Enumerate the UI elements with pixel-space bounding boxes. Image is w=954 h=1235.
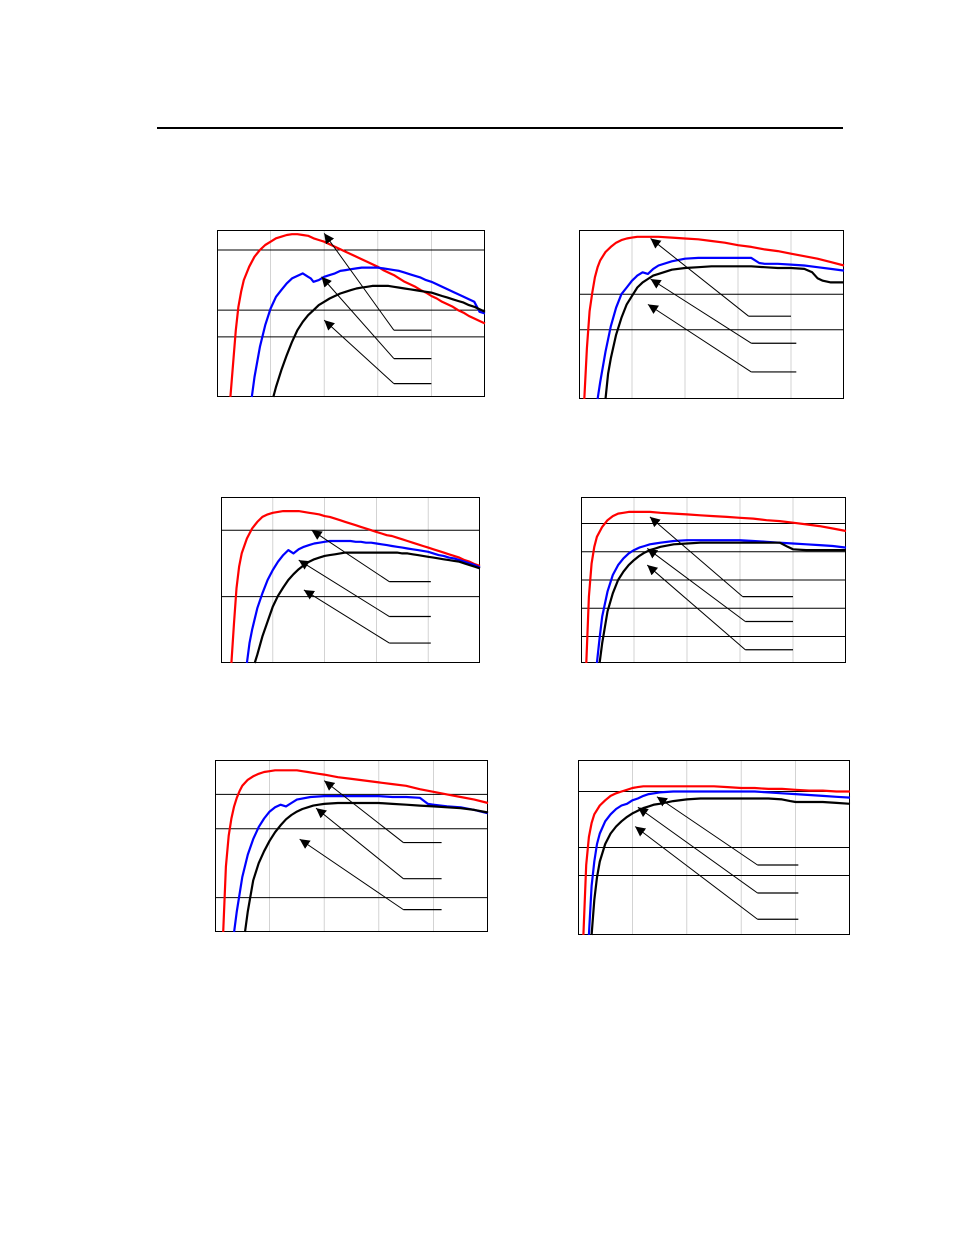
annotation-arrow-3 [303,589,390,644]
annotation-arrow-3 [323,319,395,385]
annotation-arrow-2 [321,276,395,359]
series-line-3 [272,284,486,398]
series-line-2 [245,539,481,664]
annotation-arrow-1 [649,516,743,597]
annotation-arrow-2 [315,807,404,880]
plot-frame [578,760,850,935]
annotation-arrow-3 [646,564,746,651]
annotation-arrow-3 [299,838,404,911]
annotation-arrow-2 [646,548,746,622]
annotation-arrow-3 [634,826,758,920]
annotation-arrow-1 [656,796,758,866]
plot-frame [579,230,844,399]
series-line-3 [598,541,846,664]
series-line-2 [596,256,845,400]
chart-panel-4 [581,497,847,664]
annotation-arrow-1 [323,233,395,331]
plot-frame [581,497,846,663]
annotation-arrow-2 [298,559,390,617]
series-line-1 [583,235,845,400]
annotation-arrow-1 [650,238,749,317]
plot-frame [221,497,480,663]
chart-panel-5 [215,760,489,933]
series-line-2 [233,794,489,933]
header-rule [157,127,843,129]
chart-panel-1 [217,230,486,398]
series-line-1 [582,785,850,936]
series-line-1 [222,769,489,933]
series-line-1 [585,510,847,664]
annotation-arrow-3 [647,303,752,373]
annotation-arrow-1 [311,529,390,583]
plot-frame [215,760,488,932]
series-line-3 [243,801,489,933]
annotation-arrow-1 [323,780,404,843]
series-line-3 [253,551,481,664]
annotation-arrow-2 [650,278,752,344]
annotation-arrow-2 [637,806,758,894]
series-line-2 [250,266,486,398]
series-line-1 [229,233,486,398]
chart-panel-2 [579,230,845,400]
chart-panel-3 [221,497,481,664]
series-line-2 [587,790,851,936]
chart-panel-6 [578,760,851,936]
series-line-2 [595,539,847,664]
series-line-1 [230,510,481,664]
series-line-3 [604,265,844,400]
